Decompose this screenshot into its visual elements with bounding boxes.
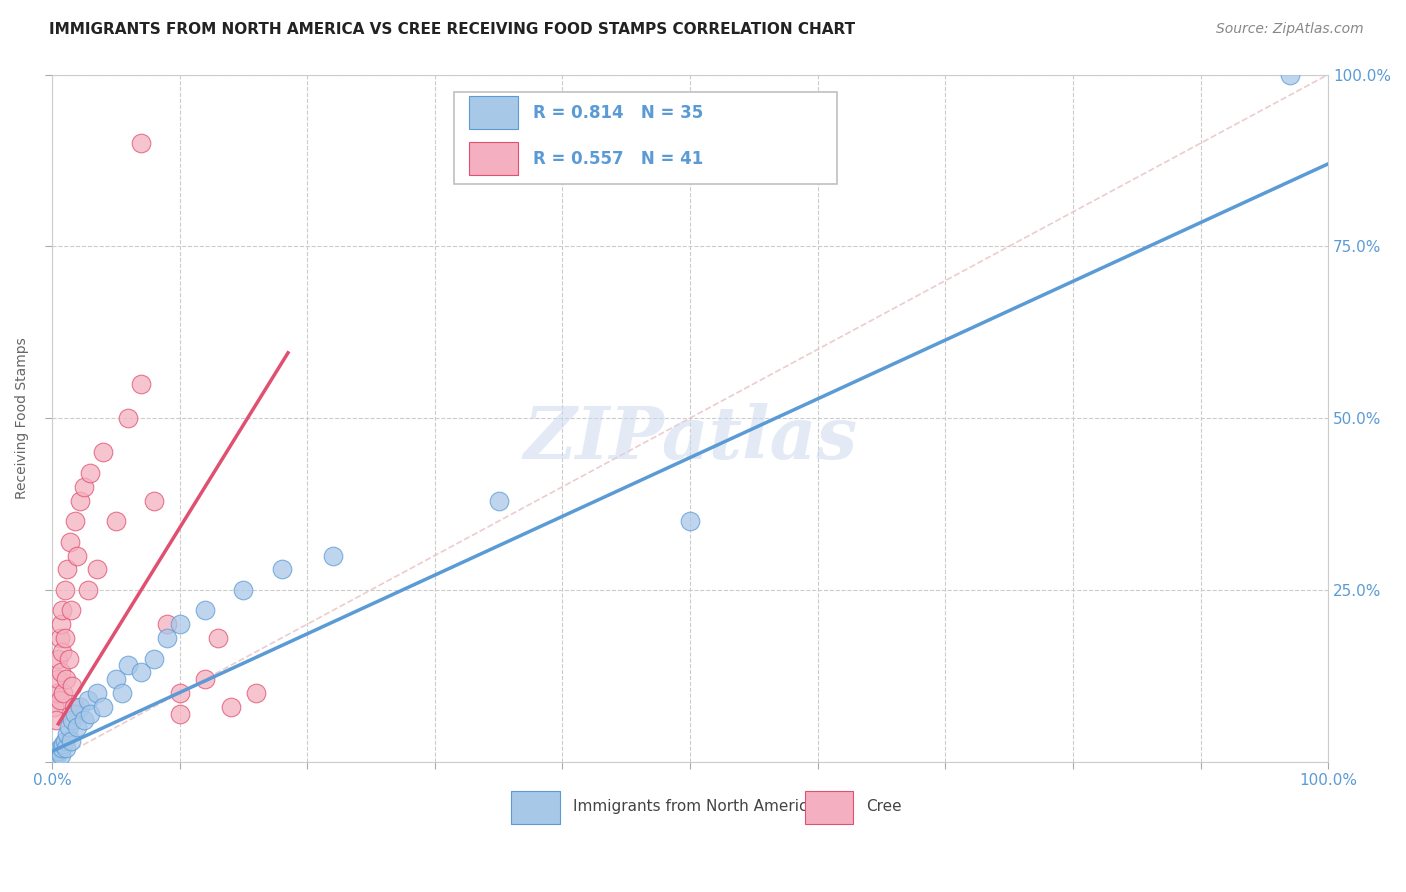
Text: Source: ZipAtlas.com: Source: ZipAtlas.com xyxy=(1216,22,1364,37)
Point xyxy=(245,686,267,700)
Point xyxy=(46,672,69,686)
Point xyxy=(194,603,217,617)
Point xyxy=(45,714,67,728)
Point xyxy=(129,665,152,680)
Point xyxy=(91,699,114,714)
Point xyxy=(51,740,73,755)
FancyBboxPatch shape xyxy=(454,92,837,185)
Point xyxy=(66,549,89,563)
Point xyxy=(194,672,217,686)
FancyBboxPatch shape xyxy=(512,790,560,823)
Point xyxy=(86,562,108,576)
Point xyxy=(91,445,114,459)
Point xyxy=(44,751,66,765)
Point xyxy=(69,699,91,714)
Point xyxy=(129,136,152,151)
Point xyxy=(63,514,86,528)
Point xyxy=(60,603,83,617)
Point xyxy=(73,480,96,494)
Point xyxy=(48,740,70,755)
Point xyxy=(49,617,72,632)
Point xyxy=(48,693,70,707)
Point xyxy=(58,720,80,734)
Text: IMMIGRANTS FROM NORTH AMERICA VS CREE RECEIVING FOOD STAMPS CORRELATION CHART: IMMIGRANTS FROM NORTH AMERICA VS CREE RE… xyxy=(49,22,855,37)
FancyBboxPatch shape xyxy=(470,96,517,129)
Point xyxy=(322,549,344,563)
Point xyxy=(46,651,69,665)
FancyBboxPatch shape xyxy=(804,790,853,823)
Text: Cree: Cree xyxy=(866,799,901,814)
Point xyxy=(679,514,702,528)
Point xyxy=(53,631,76,645)
Point xyxy=(44,699,66,714)
Point xyxy=(488,493,510,508)
Point xyxy=(79,706,101,721)
Point xyxy=(69,493,91,508)
Text: R = 0.557   N = 41: R = 0.557 N = 41 xyxy=(533,150,703,168)
Point xyxy=(53,582,76,597)
Y-axis label: Receiving Food Stamps: Receiving Food Stamps xyxy=(15,337,30,499)
Point xyxy=(60,679,83,693)
Point xyxy=(66,720,89,734)
Point xyxy=(104,672,127,686)
Point xyxy=(62,699,84,714)
Point xyxy=(51,603,73,617)
Point xyxy=(104,514,127,528)
Point xyxy=(55,740,77,755)
Text: Immigrants from North America: Immigrants from North America xyxy=(572,799,817,814)
Point xyxy=(52,738,75,752)
Point xyxy=(56,562,79,576)
Point xyxy=(73,714,96,728)
Text: ZIPatlas: ZIPatlas xyxy=(523,403,858,475)
Point xyxy=(46,744,69,758)
Point xyxy=(59,534,82,549)
Point xyxy=(169,617,191,632)
Point xyxy=(46,747,69,762)
Point xyxy=(51,645,73,659)
Point xyxy=(1278,68,1301,82)
Point xyxy=(111,686,134,700)
Point xyxy=(117,411,139,425)
Point xyxy=(63,706,86,721)
Point xyxy=(58,651,80,665)
Point xyxy=(79,466,101,480)
Point xyxy=(232,582,254,597)
Point xyxy=(46,686,69,700)
Point xyxy=(270,562,292,576)
Point xyxy=(207,631,229,645)
Point xyxy=(129,376,152,391)
Point xyxy=(60,714,83,728)
Point xyxy=(48,631,70,645)
Text: R = 0.814   N = 35: R = 0.814 N = 35 xyxy=(533,103,703,121)
Point xyxy=(169,686,191,700)
Point xyxy=(55,672,77,686)
Point xyxy=(169,706,191,721)
Point xyxy=(143,493,166,508)
FancyBboxPatch shape xyxy=(470,143,517,176)
Point xyxy=(56,727,79,741)
Point xyxy=(52,686,75,700)
Point xyxy=(143,651,166,665)
Point xyxy=(49,665,72,680)
Point xyxy=(49,747,72,762)
Point xyxy=(156,631,179,645)
Point xyxy=(117,658,139,673)
Point xyxy=(53,734,76,748)
Point xyxy=(76,693,98,707)
Point xyxy=(156,617,179,632)
Point xyxy=(219,699,242,714)
Point xyxy=(76,582,98,597)
Point xyxy=(86,686,108,700)
Point xyxy=(60,734,83,748)
